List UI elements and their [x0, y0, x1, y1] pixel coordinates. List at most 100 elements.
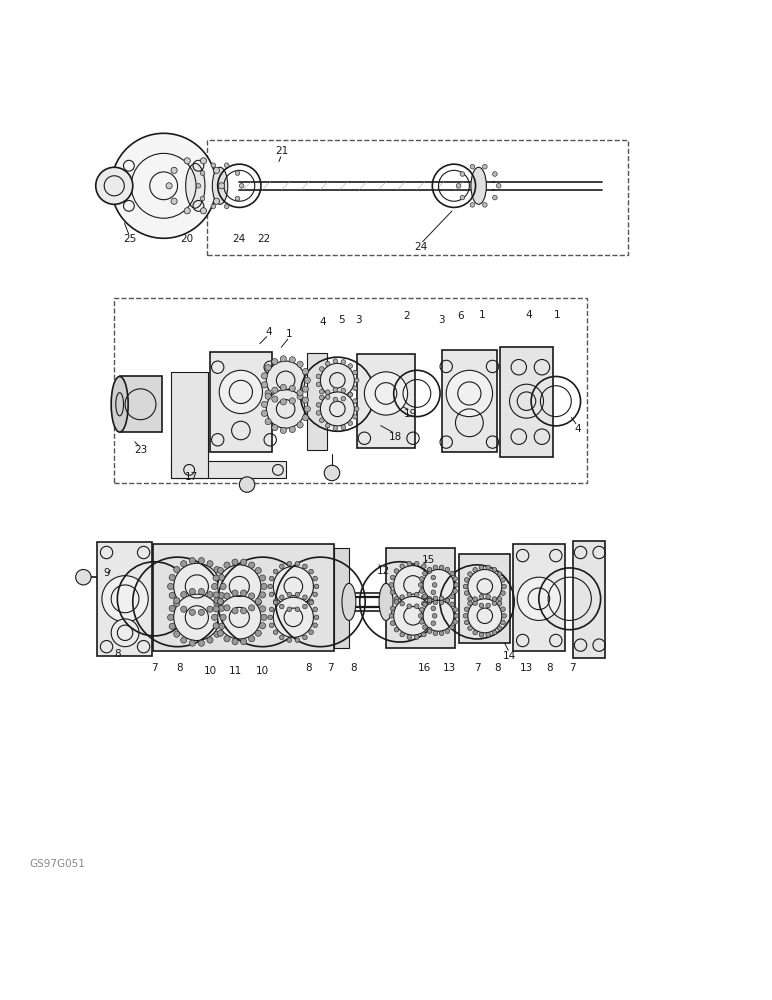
- Circle shape: [427, 596, 432, 601]
- Text: 13: 13: [520, 663, 533, 673]
- Circle shape: [486, 594, 490, 599]
- Bar: [357, 354, 415, 448]
- Circle shape: [460, 172, 465, 176]
- Circle shape: [394, 600, 399, 604]
- Circle shape: [304, 377, 310, 383]
- Circle shape: [400, 564, 405, 569]
- Circle shape: [217, 630, 223, 636]
- Circle shape: [273, 597, 313, 637]
- Circle shape: [290, 357, 296, 363]
- Circle shape: [415, 561, 419, 566]
- Circle shape: [348, 364, 353, 368]
- Circle shape: [232, 639, 238, 645]
- Circle shape: [446, 370, 493, 417]
- Circle shape: [472, 601, 477, 605]
- Circle shape: [428, 629, 432, 633]
- Text: 21: 21: [275, 146, 289, 156]
- Text: 4: 4: [526, 310, 532, 320]
- Circle shape: [261, 614, 267, 620]
- Text: 6: 6: [458, 311, 464, 321]
- Circle shape: [415, 604, 419, 609]
- Bar: [114, 298, 587, 483]
- Text: 1: 1: [286, 329, 293, 339]
- Circle shape: [433, 600, 438, 605]
- Circle shape: [196, 183, 201, 188]
- Circle shape: [391, 621, 395, 626]
- Circle shape: [256, 630, 262, 636]
- Circle shape: [218, 592, 225, 599]
- Circle shape: [497, 626, 502, 631]
- Circle shape: [419, 589, 424, 593]
- Circle shape: [317, 403, 321, 407]
- Bar: [513, 544, 565, 651]
- Circle shape: [479, 632, 484, 637]
- Circle shape: [432, 613, 437, 618]
- Circle shape: [445, 598, 449, 603]
- Circle shape: [394, 596, 399, 601]
- Circle shape: [428, 567, 432, 572]
- Circle shape: [266, 390, 305, 428]
- Circle shape: [273, 599, 278, 604]
- Circle shape: [418, 613, 423, 618]
- Circle shape: [497, 601, 502, 606]
- Circle shape: [391, 590, 395, 595]
- Circle shape: [433, 631, 438, 636]
- Circle shape: [287, 607, 292, 612]
- Circle shape: [303, 386, 309, 392]
- Circle shape: [353, 386, 357, 391]
- Circle shape: [235, 171, 240, 175]
- Circle shape: [333, 359, 337, 363]
- Circle shape: [496, 183, 501, 188]
- Circle shape: [273, 630, 278, 635]
- Circle shape: [309, 599, 313, 604]
- Circle shape: [249, 605, 255, 611]
- Bar: [500, 347, 553, 457]
- Bar: [171, 461, 286, 478]
- Circle shape: [303, 564, 307, 569]
- Ellipse shape: [379, 583, 393, 620]
- Circle shape: [303, 368, 309, 375]
- Circle shape: [213, 606, 219, 612]
- Circle shape: [220, 583, 226, 590]
- Text: 1: 1: [479, 310, 486, 320]
- Circle shape: [287, 592, 292, 597]
- Circle shape: [297, 390, 303, 396]
- Circle shape: [309, 569, 313, 574]
- Circle shape: [422, 601, 426, 606]
- Circle shape: [439, 565, 444, 570]
- Circle shape: [211, 204, 215, 209]
- Circle shape: [256, 599, 262, 605]
- Circle shape: [280, 427, 286, 433]
- Circle shape: [493, 567, 497, 572]
- Circle shape: [212, 583, 218, 590]
- Circle shape: [432, 583, 437, 587]
- Circle shape: [265, 390, 271, 396]
- Circle shape: [493, 597, 497, 601]
- Text: 18: 18: [388, 432, 402, 442]
- Text: 10: 10: [203, 666, 217, 676]
- Circle shape: [427, 600, 432, 604]
- Circle shape: [320, 389, 324, 394]
- Circle shape: [207, 637, 213, 643]
- Circle shape: [272, 396, 278, 402]
- Circle shape: [290, 398, 296, 404]
- Bar: [210, 352, 272, 452]
- Circle shape: [433, 565, 438, 570]
- Circle shape: [207, 592, 213, 598]
- Circle shape: [198, 640, 205, 646]
- Circle shape: [453, 607, 458, 612]
- Circle shape: [320, 392, 354, 426]
- Circle shape: [217, 598, 223, 605]
- Circle shape: [463, 584, 468, 589]
- Circle shape: [453, 589, 458, 593]
- Circle shape: [354, 407, 359, 411]
- Circle shape: [419, 620, 424, 624]
- Circle shape: [265, 365, 271, 371]
- Circle shape: [279, 604, 284, 609]
- Circle shape: [445, 598, 449, 603]
- Circle shape: [280, 399, 286, 405]
- Circle shape: [198, 609, 205, 615]
- Circle shape: [427, 569, 432, 573]
- Circle shape: [214, 631, 220, 637]
- Text: 19: 19: [404, 409, 418, 419]
